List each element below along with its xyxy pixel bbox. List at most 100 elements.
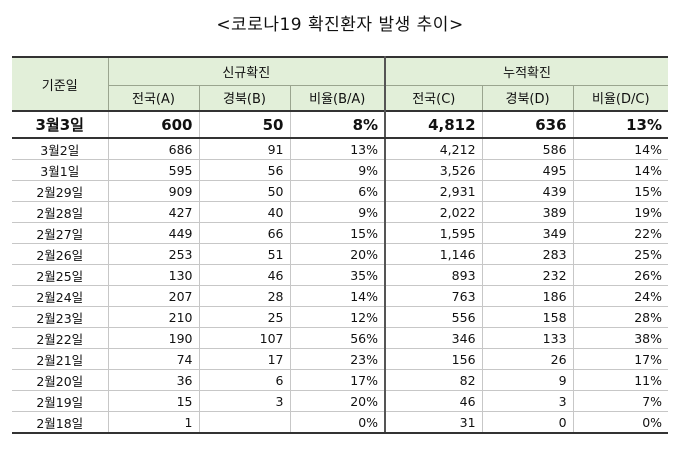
cum-national-cell: 763 — [384, 285, 483, 307]
table-row: 2월19일 15 3 20% 46 3 7% — [12, 390, 669, 412]
new-national-cell: 600 — [107, 111, 199, 139]
cum-national-cell: 31 — [384, 411, 483, 434]
cum-ratio-cell: 38% — [572, 327, 669, 349]
cum-national-cell: 346 — [384, 327, 483, 349]
table-row: 2월23일 210 25 12% 556 158 28% — [12, 306, 669, 328]
table-row: 2월24일 207 28 14% 763 186 24% — [12, 285, 669, 307]
cum-gyeongbuk-cell: 495 — [481, 159, 574, 181]
new-national-cell: 15 — [107, 390, 199, 412]
cum-ratio-cell: 7% — [572, 390, 669, 412]
new-national-cell: 686 — [107, 138, 199, 160]
cum-national-cell: 46 — [384, 390, 483, 412]
cumulative-cases-group-header: 누적확진 — [384, 57, 669, 85]
table-row: 2월27일 449 66 15% 1,595 349 22% — [12, 222, 669, 244]
new-ratio-cell: 20% — [289, 243, 386, 265]
new-national-cell: 190 — [107, 327, 199, 349]
new-gyeongbuk-cell: 50 — [198, 111, 290, 139]
cum-gyeongbuk-cell: 158 — [481, 306, 574, 328]
cum-ratio-cell: 15% — [572, 180, 669, 202]
new-national-cell: 74 — [107, 348, 199, 370]
date-cell: 2월18일 — [12, 411, 108, 434]
date-cell: 3월2일 — [12, 138, 108, 160]
date-cell: 2월25일 — [12, 264, 108, 286]
new-gyeongbuk-cell: 28 — [198, 285, 290, 307]
cum-national-cell: 4,212 — [384, 138, 483, 160]
cum-national-cell: 2,931 — [384, 180, 483, 202]
table-row: 3월2일 686 91 13% 4,212 586 14% — [12, 138, 669, 160]
cum-ratio-cell: 13% — [572, 111, 669, 139]
new-national-cell: 210 — [107, 306, 199, 328]
cum-gyeongbuk-cell: 186 — [481, 285, 574, 307]
table-row: 3월3일 600 50 8% 4,812 636 13% — [12, 111, 669, 139]
cum-national-cell: 2,022 — [384, 201, 483, 223]
cum-national-cell: 82 — [384, 369, 483, 391]
cum-ratio-cell: 19% — [572, 201, 669, 223]
table-row: 2월20일 36 6 17% 82 9 11% — [12, 369, 669, 391]
new-ratio-header: 비율(B/A) — [289, 85, 386, 111]
new-gyeongbuk-cell: 51 — [198, 243, 290, 265]
new-gyeongbuk-cell: 40 — [198, 201, 290, 223]
new-ratio-cell: 14% — [289, 285, 386, 307]
cum-national-cell: 893 — [384, 264, 483, 286]
new-ratio-cell: 20% — [289, 390, 386, 412]
cum-gyeongbuk-cell: 349 — [481, 222, 574, 244]
table-row: 2월21일 74 17 23% 156 26 17% — [12, 348, 669, 370]
new-national-cell: 207 — [107, 285, 199, 307]
date-cell: 3월1일 — [12, 159, 108, 181]
cum-ratio-cell: 14% — [572, 159, 669, 181]
cum-gyeongbuk-cell: 9 — [481, 369, 574, 391]
date-cell: 2월21일 — [12, 348, 108, 370]
new-national-cell: 449 — [107, 222, 199, 244]
new-national-cell: 595 — [107, 159, 199, 181]
date-cell: 2월28일 — [12, 201, 108, 223]
new-national-cell: 253 — [107, 243, 199, 265]
new-gyeongbuk-cell: 50 — [198, 180, 290, 202]
cum-national-cell: 1,146 — [384, 243, 483, 265]
table-row: 2월29일 909 50 6% 2,931 439 15% — [12, 180, 669, 202]
cum-ratio-cell: 11% — [572, 369, 669, 391]
new-ratio-cell: 56% — [289, 327, 386, 349]
new-ratio-cell: 12% — [289, 306, 386, 328]
cum-gyeongbuk-cell: 586 — [481, 138, 574, 160]
table-row: 2월22일 190 107 56% 346 133 38% — [12, 327, 669, 349]
new-national-cell: 130 — [107, 264, 199, 286]
new-ratio-cell: 17% — [289, 369, 386, 391]
cum-gyeongbuk-cell: 0 — [481, 411, 574, 434]
date-cell: 2월24일 — [12, 285, 108, 307]
cum-ratio-header: 비율(D/C) — [572, 85, 669, 111]
cum-ratio-cell: 22% — [572, 222, 669, 244]
date-cell: 2월20일 — [12, 369, 108, 391]
table-row: 2월25일 130 46 35% 893 232 26% — [12, 264, 669, 286]
cum-ratio-cell: 28% — [572, 306, 669, 328]
new-ratio-cell: 0% — [289, 411, 386, 434]
date-cell: 2월29일 — [12, 180, 108, 202]
cum-gyeongbuk-cell: 3 — [481, 390, 574, 412]
cum-national-cell: 1,595 — [384, 222, 483, 244]
cum-ratio-cell: 0% — [572, 411, 669, 434]
date-cell: 2월23일 — [12, 306, 108, 328]
cum-national-cell: 4,812 — [384, 111, 483, 139]
cum-gyeongbuk-cell: 232 — [481, 264, 574, 286]
new-national-cell: 1 — [107, 411, 199, 434]
cum-gyeongbuk-cell: 389 — [481, 201, 574, 223]
date-cell: 2월22일 — [12, 327, 108, 349]
cum-gyeongbuk-header: 경북(D) — [481, 85, 574, 111]
new-gyeongbuk-cell: 91 — [198, 138, 290, 160]
new-gyeongbuk-cell: 3 — [198, 390, 290, 412]
cum-gyeongbuk-cell: 283 — [481, 243, 574, 265]
new-ratio-cell: 13% — [289, 138, 386, 160]
cum-national-cell: 3,526 — [384, 159, 483, 181]
new-national-cell: 427 — [107, 201, 199, 223]
cum-gyeongbuk-cell: 133 — [481, 327, 574, 349]
cum-ratio-cell: 14% — [572, 138, 669, 160]
new-gyeongbuk-cell: 17 — [198, 348, 290, 370]
cum-national-cell: 156 — [384, 348, 483, 370]
table-row: 2월26일 253 51 20% 1,146 283 25% — [12, 243, 669, 265]
case-trend-table: 기준일 신규확진 누적확진 전국(A) 경북(B) 비율(B/A) 전국(C) … — [12, 56, 669, 434]
cum-ratio-cell: 25% — [572, 243, 669, 265]
new-ratio-cell: 6% — [289, 180, 386, 202]
new-ratio-cell: 23% — [289, 348, 386, 370]
new-ratio-cell: 15% — [289, 222, 386, 244]
date-cell: 2월27일 — [12, 222, 108, 244]
new-gyeongbuk-cell: 107 — [198, 327, 290, 349]
